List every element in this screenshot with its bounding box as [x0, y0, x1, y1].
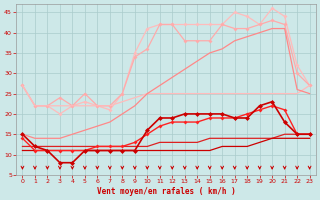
X-axis label: Vent moyen/en rafales ( km/h ): Vent moyen/en rafales ( km/h ) [97, 187, 236, 196]
